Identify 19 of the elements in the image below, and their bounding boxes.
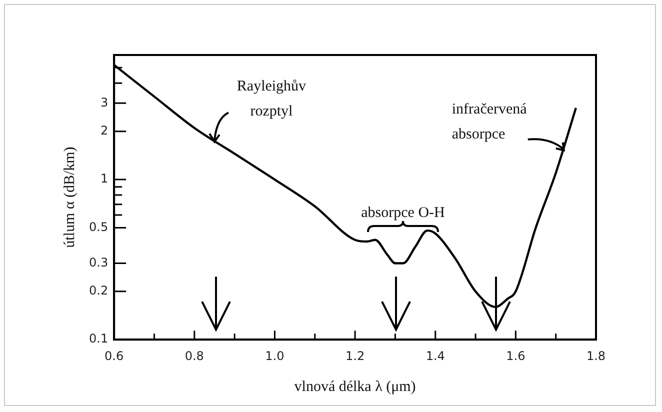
y-tick-label: 0.2 — [88, 284, 108, 298]
x-tick-label: 0.6 — [104, 348, 124, 363]
annotation: Rayleighův rozptyl — [236, 78, 307, 120]
y-tick-label: 3 — [100, 95, 108, 110]
x-tick-label: 1.2 — [345, 348, 365, 363]
annotation: absorpce O-H — [361, 205, 446, 221]
x-tick-label: 1.8 — [586, 348, 606, 363]
y-axis-title: útlum α (dB/km) — [62, 146, 78, 248]
x-axis-title: vlnová délka λ (μm) — [294, 378, 416, 395]
y-tick-label: 0.1 — [88, 332, 108, 346]
annotation: infračervená absorpce — [452, 101, 528, 142]
y-tick-label: 0.3 — [88, 255, 108, 270]
y-tick-label: 2 — [100, 123, 108, 138]
y-tick-label: 0.5 — [88, 220, 108, 234]
x-tick-label: 1.6 — [506, 348, 526, 363]
y-tick-label: 1 — [100, 172, 108, 186]
x-tick-label: 1.4 — [426, 348, 445, 363]
x-tick-label: 0.8 — [184, 348, 204, 363]
x-tick-label: 1.0 — [265, 348, 284, 363]
